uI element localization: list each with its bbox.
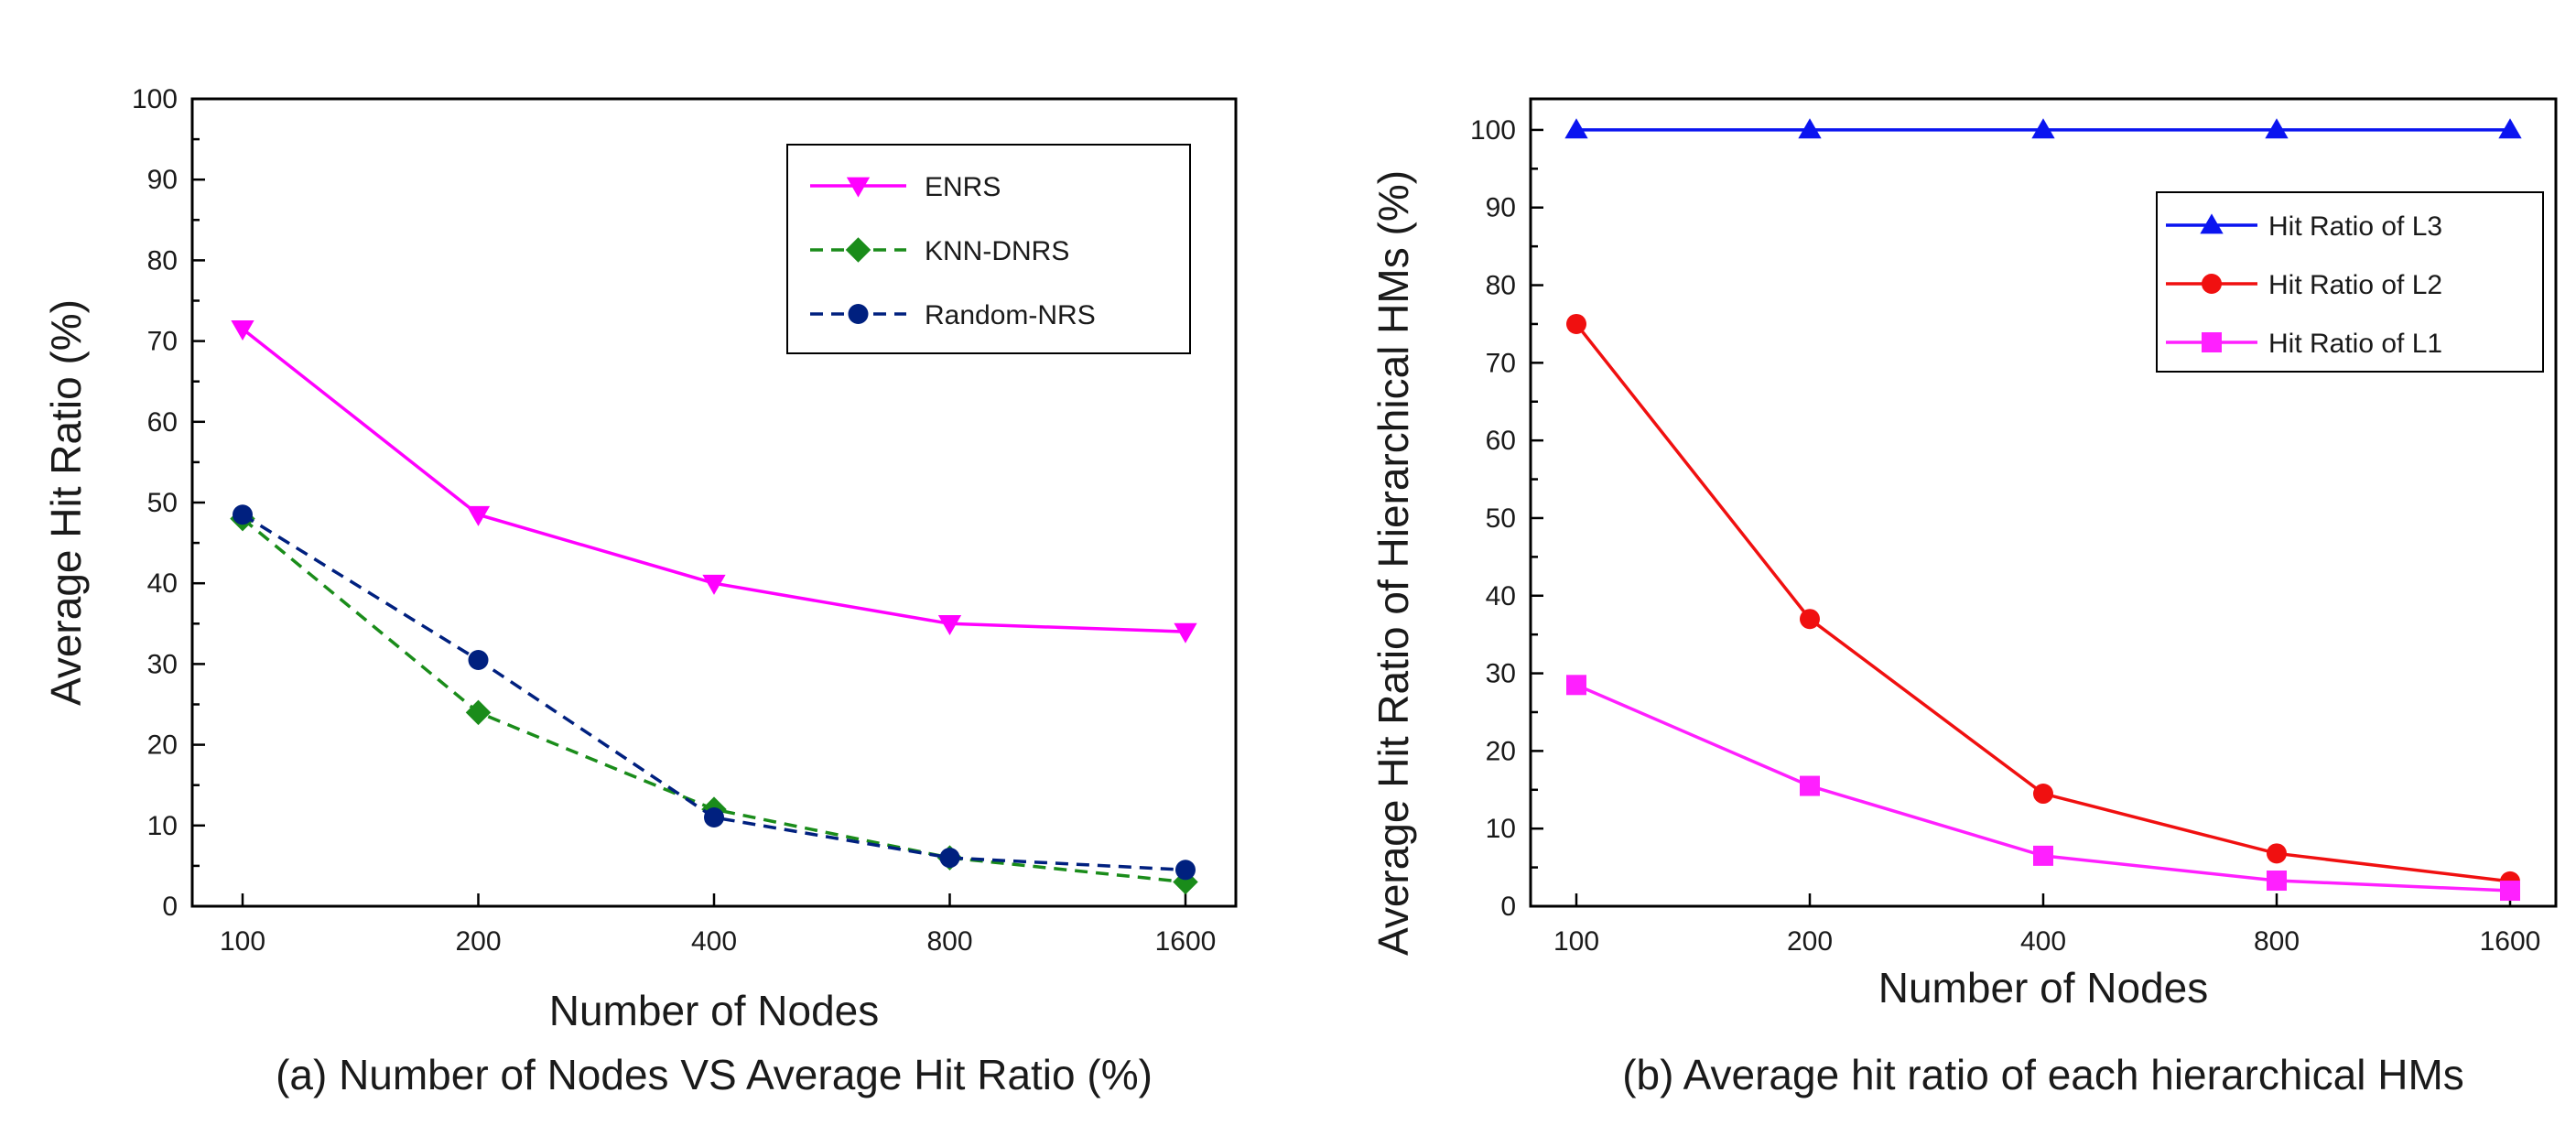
chart-a-y-tick-label: 80 (147, 245, 178, 276)
chart-a-data-point (704, 806, 724, 828)
chart-a-x-tick-label: 400 (691, 926, 737, 957)
chart-a-series-enrs (231, 320, 1197, 644)
chart-a-legend-label: KNN-DNRS (925, 236, 1069, 266)
chart-a-legend-marker (846, 177, 871, 198)
chart-a-x-tick-label: 200 (455, 926, 501, 957)
chart-b-y-ticks: 0 10 20 30 40 50 60 70 80 90 100 (1470, 115, 1543, 922)
chart-b-legend-label: Hit Ratio of L2 (2268, 270, 2442, 300)
chart-b-y-tick-label: 100 (1470, 115, 1516, 146)
chart-b-data-point (2033, 845, 2053, 866)
chart-b-series-hit-ratio-of-l2 (1566, 313, 2520, 892)
chart-b-data-point (2267, 871, 2287, 892)
chart-a-y-ticks: 0 10 20 30 40 50 60 70 80 90 100 (132, 84, 205, 922)
chart-a-data-point (702, 574, 726, 595)
chart-b-legend: Hit Ratio of L3 Hit Ratio of L2 Hit Ratio … (2156, 191, 2544, 373)
chart-a-series-line (241, 517, 1186, 884)
chart-b-x-axis-title: Number of Nodes (1878, 964, 2209, 1011)
chart-a-x-tick-label: 1600 (1155, 926, 1217, 957)
chart-b-data-point (1800, 775, 1820, 796)
chart-a-y-tick-label: 60 (147, 407, 178, 438)
chart-a-y-tick-label: 100 (132, 84, 178, 114)
chart-b-series (1564, 118, 2522, 902)
chart-a-y-tick-label: 30 (147, 649, 178, 679)
chart-b-y-tick-label: 80 (1486, 271, 1516, 301)
chart-b-data-point (1566, 313, 1586, 334)
chart-a-data-point (939, 848, 960, 869)
chart-a-legend-items: ENRS KNN-DNRS Random-NRS (810, 172, 1096, 330)
chart-b-legend-items: Hit Ratio of L3 Hit Ratio of L2 Hit Ratio … (2166, 211, 2442, 359)
chart-b-y-tick-label: 30 (1486, 659, 1516, 689)
chart-a-y-tick-label: 90 (147, 165, 178, 195)
chart-b-data-point (2265, 118, 2289, 139)
chart-b-x-tick-label: 200 (1787, 926, 1833, 957)
chart-a-y-tick-label: 50 (147, 488, 178, 518)
chart-b-y-axis-title: Average Hit Ratio of Hierarchical HMs (%… (1369, 170, 1417, 956)
chart-b-data-point (2031, 118, 2055, 139)
chart-b-y-tick-label: 20 (1486, 736, 1516, 766)
chart-b-data-point (2267, 843, 2287, 864)
chart-b-y-tick-label: 60 (1486, 426, 1516, 456)
chart-b-x-tick-label: 800 (2254, 926, 2300, 957)
chart-b-y-tick-label: 40 (1486, 581, 1516, 611)
chart-a-data-point (466, 505, 491, 526)
chart-a-series-random-nrs (233, 504, 1196, 881)
chart-b-data-point (2498, 118, 2522, 139)
chart-a-data-point (231, 320, 254, 341)
chart-a-data-point (468, 649, 489, 670)
chart-b-y-tick-label: 90 (1486, 193, 1516, 223)
chart-b-data-point (1798, 118, 1822, 139)
chart-b-legend-marker (2202, 332, 2222, 352)
chart-a-data-point (1175, 860, 1196, 881)
chart-b-data-point (1566, 675, 1586, 696)
chart-a-x-axis-title: Number of Nodes (549, 987, 880, 1034)
chart-a-y-tick-label: 10 (147, 811, 178, 841)
chart-b-data-point (1564, 118, 1588, 139)
chart-a-y-tick-label: 0 (162, 892, 178, 922)
chart-a-series-knn-dnrs (230, 505, 1198, 895)
chart-b-y-tick-label: 50 (1486, 503, 1516, 534)
chart-b-y-tick-label: 0 (1500, 892, 1516, 922)
chart-a-legend-marker (845, 237, 871, 263)
chart-b-series-hit-ratio-of-l1 (1566, 675, 2520, 902)
chart-a-caption: (a) Number of Nodes VS Average Hit Ratio… (276, 1051, 1153, 1098)
chart-b-legend-label: Hit Ratio of L3 (2268, 211, 2442, 242)
chart-a-data-point (1174, 622, 1197, 644)
chart-b-x-tick-label: 400 (2020, 926, 2066, 957)
chart-b-y-tick-label: 70 (1486, 348, 1516, 378)
chart-a-y-tick-label: 20 (147, 730, 178, 761)
chart-a-legend: ENRS KNN-DNRS Random-NRS (786, 144, 1191, 354)
chart-a-y-tick-label: 70 (147, 327, 178, 357)
chart-b-data-point (1800, 609, 1820, 630)
chart-a-x-tick-label: 100 (220, 926, 265, 957)
chart-b-data-point (2500, 881, 2520, 902)
chart-b-caption: (b) Average hit ratio of each hierarchic… (1622, 1051, 2464, 1098)
chart-a-y-tick-label: 40 (147, 568, 178, 599)
chart-a-y-axis-title: Average Hit Ratio (%) (42, 299, 90, 706)
chart-a-legend-label: Random-NRS (925, 300, 1096, 330)
chart-b-x-tick-label: 1600 (2480, 926, 2541, 957)
chart-a-series (230, 320, 1198, 895)
chart-b-y-tick-label: 10 (1486, 814, 1516, 844)
chart-a-data-point (233, 504, 253, 525)
chart-b-series-hit-ratio-of-l3 (1564, 118, 2522, 139)
chart-b-legend-label: Hit Ratio of L1 (2268, 329, 2442, 359)
chart-b-x-ticks: 100 200 400 800 1600 (1553, 893, 2540, 957)
chart-b-legend-marker (2202, 274, 2222, 294)
chart-a-legend-label: ENRS (925, 172, 1001, 202)
chart-b-legend-marker (2200, 213, 2224, 234)
chart-a-data-point (937, 614, 962, 635)
chart-b-x-tick-label: 100 (1553, 926, 1599, 957)
chart-a-data-point (465, 699, 492, 726)
chart-a-x-tick-label: 800 (926, 926, 972, 957)
chart-b-data-point (2033, 784, 2053, 805)
chart-a-legend-marker (848, 304, 869, 324)
chart-a-x-ticks: 100 200 400 800 1600 (220, 893, 1216, 957)
